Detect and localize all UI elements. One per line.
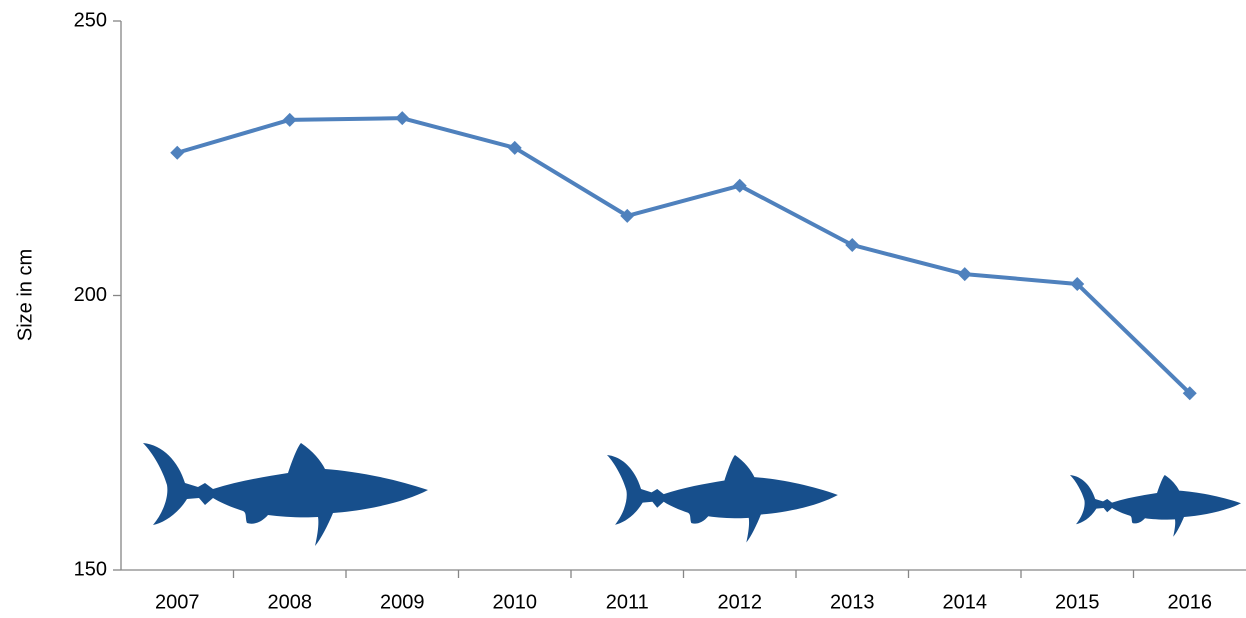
x-tick-label: 2011 (606, 591, 649, 613)
marker (620, 208, 635, 223)
x-tick-label: 2012 (718, 591, 763, 613)
x-tick-label: 2013 (830, 591, 875, 613)
marker (732, 178, 747, 193)
shark-illustrations (143, 443, 1241, 546)
x-tick-label: 2007 (155, 591, 200, 613)
marker (845, 237, 860, 252)
marker (170, 145, 185, 160)
marker (507, 140, 522, 155)
x-tick-label: 2015 (1055, 591, 1100, 613)
y-tick-label: 150 (74, 558, 107, 580)
shark-small (1070, 475, 1241, 537)
y-tick-label: 200 (74, 284, 107, 306)
x-tick-label: 2016 (1168, 591, 1213, 613)
marker (1182, 386, 1197, 401)
x-tick-label: 2014 (943, 591, 988, 613)
y-axis-label: Size in cm (14, 249, 36, 341)
marker (957, 267, 972, 282)
marker (1070, 276, 1085, 291)
shark-medium (607, 455, 838, 543)
shark-large (143, 443, 428, 546)
line (176, 116, 1192, 395)
x-tick-label: 2008 (268, 591, 313, 613)
marker (395, 111, 410, 126)
y-tick-label: 250 (74, 9, 107, 31)
x-tick-label: 2009 (380, 591, 425, 613)
x-tick-label: 2010 (493, 591, 538, 613)
marker (282, 112, 297, 127)
